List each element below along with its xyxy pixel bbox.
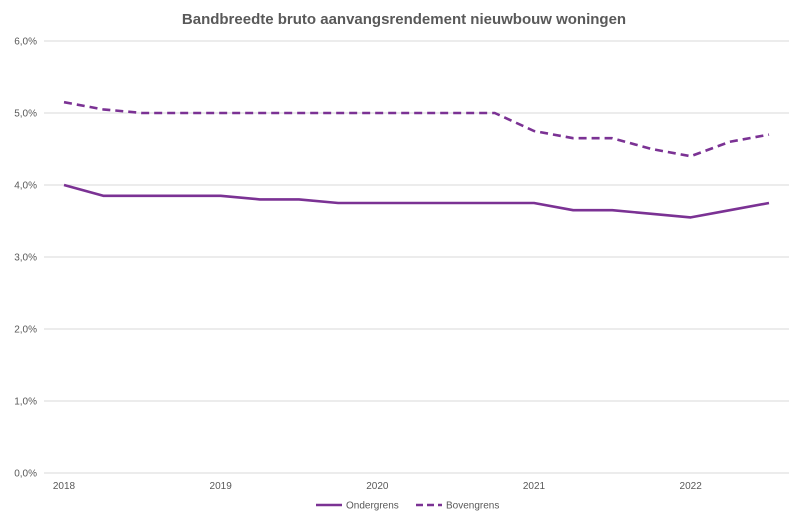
chart-title: Bandbreedte bruto aanvangsrendement nieu… — [182, 11, 626, 28]
gridlines — [44, 40, 789, 474]
legend-label-bovengrens: Bovengrens — [446, 501, 499, 512]
x-tick-label: 2020 — [366, 481, 389, 492]
y-tick-label: 3,0% — [14, 253, 37, 264]
x-tick-label: 2019 — [210, 481, 233, 492]
y-tick-label: 2,0% — [14, 325, 37, 336]
x-tick-label: 2018 — [53, 481, 76, 492]
y-axis-ticks: 0,0% 1,0% 2,0% 3,0% 4,0% 5,0% 6,0% — [14, 37, 37, 480]
series-line-bovengrens — [63, 100, 770, 158]
y-tick-label: 1,0% — [14, 397, 37, 408]
x-tick-label: 2021 — [523, 481, 546, 492]
y-tick-label: 6,0% — [14, 37, 37, 48]
y-tick-label: 0,0% — [14, 469, 37, 480]
legend: Ondergrens Bovengrens — [316, 501, 499, 512]
y-tick-label: 4,0% — [14, 181, 37, 192]
y-tick-label: 5,0% — [14, 109, 37, 120]
legend-label-ondergrens: Ondergrens — [346, 501, 399, 512]
x-tick-label: 2022 — [680, 481, 703, 492]
series-line-ondergrens — [63, 183, 770, 219]
x-axis-ticks: 2018 2019 2020 2021 2022 — [53, 481, 702, 492]
series-lines — [63, 100, 770, 219]
